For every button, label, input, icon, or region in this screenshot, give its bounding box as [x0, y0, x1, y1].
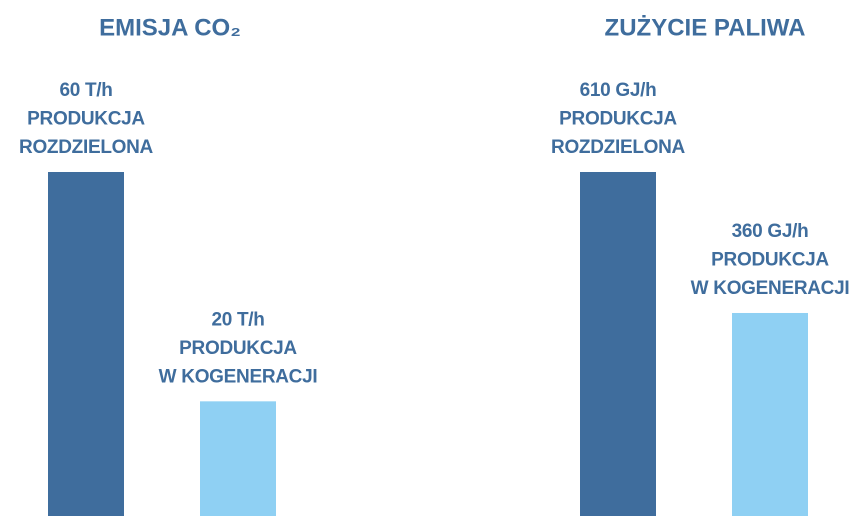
- category-label: ROZDZIELONA: [19, 137, 153, 158]
- category-label: W KOGENERACJI: [691, 278, 850, 299]
- category-label: PRODUKCJA: [711, 249, 829, 270]
- category-label: PRODUKCJA: [27, 109, 145, 130]
- value-label: 610 GJ/h: [580, 80, 657, 101]
- chart-title: EMISJA CO₂: [99, 14, 241, 41]
- category-label: W KOGENERACJI: [159, 366, 318, 387]
- category-label: PRODUKCJA: [559, 109, 677, 130]
- bar: [200, 401, 276, 516]
- category-label: PRODUKCJA: [179, 338, 297, 359]
- bar: [580, 172, 656, 516]
- category-label: ROZDZIELONA: [551, 137, 685, 158]
- value-label: 20 T/h: [211, 309, 264, 330]
- value-label: 60 T/h: [59, 80, 112, 101]
- value-label: 360 GJ/h: [732, 221, 809, 242]
- bar: [732, 312, 808, 516]
- bar: [48, 172, 124, 516]
- chart-title: ZUŻYCIE PALIWA: [605, 14, 806, 41]
